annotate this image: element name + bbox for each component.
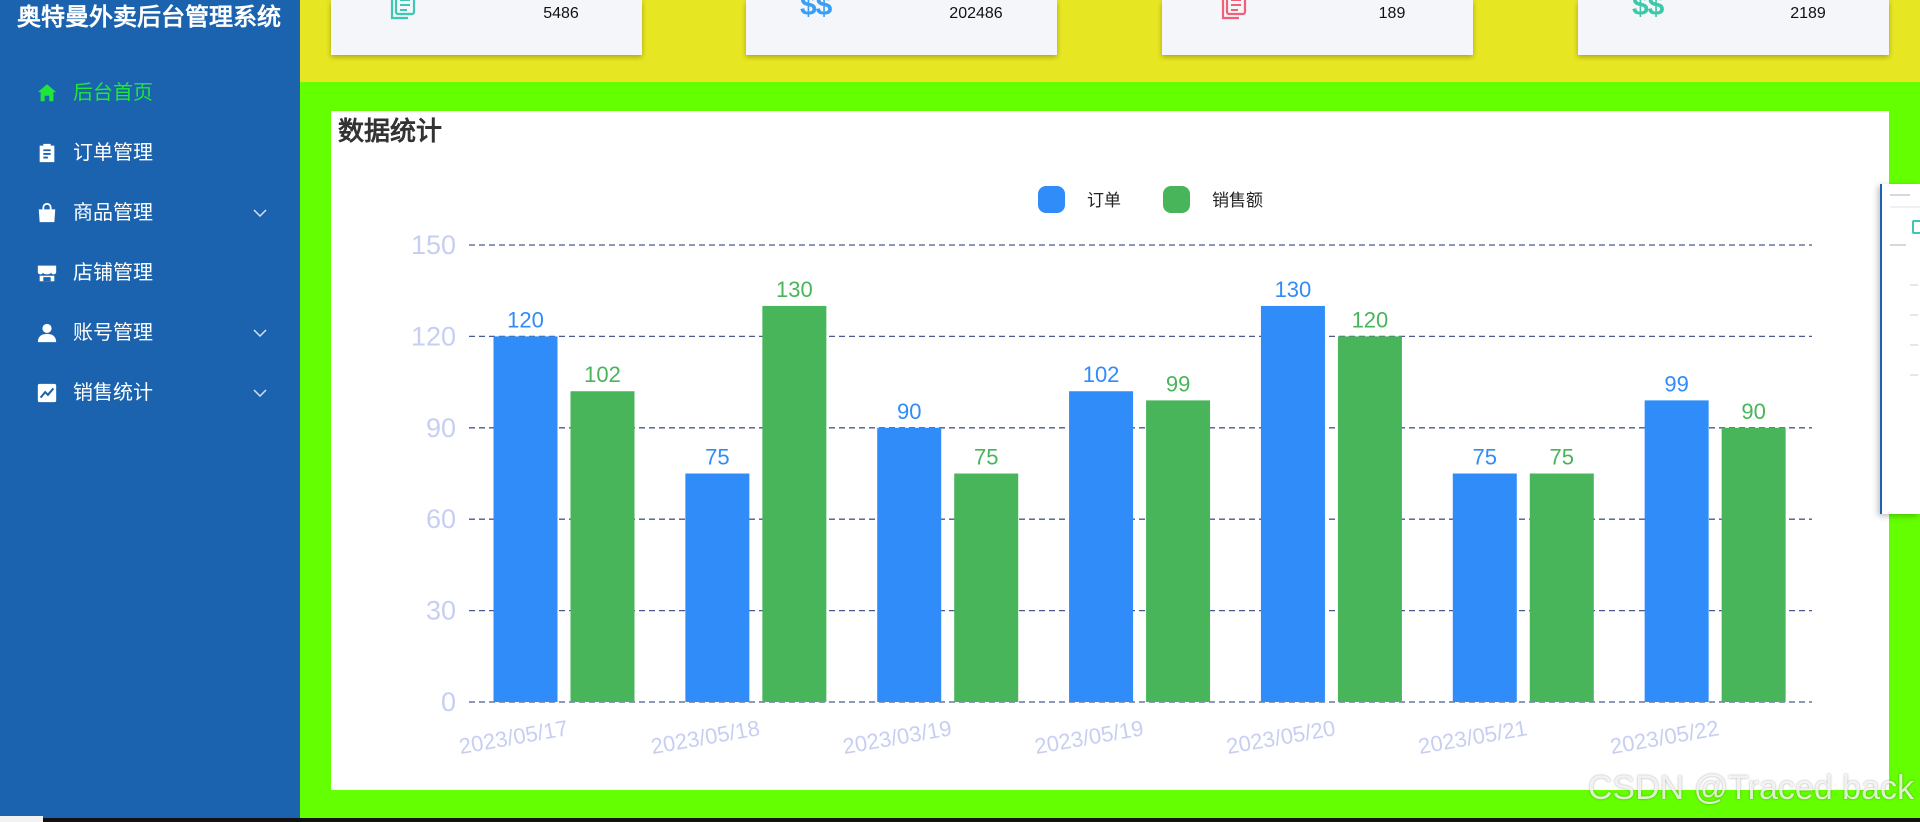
y-tick-label: 150 bbox=[411, 230, 456, 260]
taskbar-corner bbox=[0, 816, 43, 822]
bar bbox=[685, 473, 750, 702]
y-tick-label: 30 bbox=[426, 596, 456, 626]
sidebar-item-label: 商品管理 bbox=[73, 202, 153, 224]
document-icon bbox=[1218, 0, 1250, 22]
sidebar-item-stores[interactable]: 店铺管理 bbox=[0, 243, 300, 303]
y-tick-label: 60 bbox=[426, 504, 456, 534]
data-label: 120 bbox=[1352, 307, 1389, 332]
y-tick-label: 90 bbox=[426, 413, 456, 443]
sidebar: 奥特曼外卖后台管理系统 后台首页 订单管理 商品管理 店铺管理 账号管理 bbox=[0, 0, 300, 818]
data-label: 75 bbox=[705, 445, 729, 470]
preview-line bbox=[1890, 244, 1906, 246]
preview-line bbox=[1890, 206, 1920, 208]
preview-line bbox=[1910, 344, 1918, 346]
stat-card-sales: $$ 202486 bbox=[746, 0, 1057, 55]
shopping-bag-icon bbox=[36, 202, 58, 224]
stats-band: 5486 $$ 202486 189 $$ 2189 bbox=[300, 0, 1920, 82]
x-tick-label: 2023/05/19 bbox=[1033, 715, 1146, 759]
dollar-icon: $$ bbox=[800, 0, 832, 22]
document-icon bbox=[1912, 220, 1920, 234]
bar bbox=[1721, 427, 1786, 702]
bar bbox=[1644, 400, 1709, 702]
dollar-icon: $$ bbox=[1632, 0, 1664, 22]
bar bbox=[954, 473, 1019, 702]
bar bbox=[1260, 305, 1325, 702]
bar bbox=[877, 427, 942, 702]
sidebar-item-orders[interactable]: 订单管理 bbox=[0, 123, 300, 183]
line-chart-icon bbox=[36, 382, 58, 404]
legend-swatch bbox=[1038, 186, 1065, 213]
user-icon bbox=[36, 322, 58, 344]
bar bbox=[1452, 473, 1517, 702]
watermark: CSDN @Traced back bbox=[1587, 769, 1914, 807]
data-label: 75 bbox=[1550, 445, 1574, 470]
stat-value: 2189 bbox=[1790, 5, 1826, 22]
chevron-down-icon[interactable] bbox=[253, 329, 267, 337]
y-tick-label: 120 bbox=[411, 321, 456, 351]
panel-title: 数据统计 bbox=[338, 116, 443, 146]
y-tick-label: 0 bbox=[441, 687, 456, 717]
bottom-bar bbox=[43, 818, 1920, 822]
data-label: 90 bbox=[897, 399, 921, 424]
stat-value: 202486 bbox=[949, 5, 1003, 22]
sidebar-item-label: 后台首页 bbox=[73, 82, 153, 104]
app-title: 奥特曼外卖后台管理系统 bbox=[17, 4, 281, 31]
stat-value: 189 bbox=[1378, 5, 1406, 22]
legend-swatch bbox=[1163, 186, 1190, 213]
home-icon bbox=[36, 82, 58, 104]
statistics-panel: 数据统计 0 30 60 90 120 150 120 75 90 102 130 75 99 102 13… bbox=[331, 111, 1889, 790]
data-label: 102 bbox=[1083, 362, 1120, 387]
store-icon bbox=[36, 262, 58, 284]
bar bbox=[570, 391, 635, 702]
sidebar-item-label: 账号管理 bbox=[73, 322, 153, 344]
data-label: 75 bbox=[974, 445, 998, 470]
bar bbox=[762, 305, 827, 702]
data-label: 90 bbox=[1741, 399, 1765, 424]
bar bbox=[1069, 391, 1134, 702]
sidebar-item-label: 店铺管理 bbox=[73, 262, 153, 284]
data-label: 120 bbox=[507, 307, 544, 332]
preview-line bbox=[1910, 314, 1918, 316]
bar bbox=[1529, 473, 1594, 702]
data-label: 99 bbox=[1664, 371, 1688, 396]
bar bbox=[493, 336, 558, 702]
data-label: 130 bbox=[776, 277, 813, 302]
x-tick-label: 2023/05/18 bbox=[649, 715, 762, 759]
legend-label: 销售额 bbox=[1212, 191, 1263, 210]
data-label: 75 bbox=[1473, 445, 1497, 470]
sidebar-item-products[interactable]: 商品管理 bbox=[0, 183, 300, 243]
sidebar-item-accounts[interactable]: 账号管理 bbox=[0, 303, 300, 363]
stat-card-orders: 5486 bbox=[331, 0, 642, 55]
preview-line bbox=[1910, 374, 1918, 376]
preview-thumbnail[interactable] bbox=[1880, 184, 1920, 514]
chevron-down-icon[interactable] bbox=[253, 389, 267, 397]
stat-card-today-orders: 189 bbox=[1162, 0, 1473, 55]
x-tick-label: 2023/03/19 bbox=[841, 715, 954, 759]
data-label: 102 bbox=[584, 362, 621, 387]
x-tick-label: 2023/05/17 bbox=[457, 715, 570, 759]
sidebar-item-home[interactable]: 后台首页 bbox=[0, 63, 300, 123]
sidebar-item-label: 销售统计 bbox=[73, 382, 153, 404]
x-tick-label: 2023/05/21 bbox=[1416, 715, 1529, 759]
bar bbox=[1337, 336, 1402, 702]
legend-label: 订单 bbox=[1087, 191, 1121, 210]
stat-value: 5486 bbox=[543, 5, 579, 22]
data-label: 130 bbox=[1275, 277, 1312, 302]
x-tick-label: 2023/05/20 bbox=[1224, 715, 1337, 759]
sidebar-item-label: 订单管理 bbox=[73, 142, 153, 164]
sidebar-item-sales-stats[interactable]: 销售统计 bbox=[0, 363, 300, 423]
data-label: 99 bbox=[1166, 371, 1190, 396]
document-icon bbox=[387, 0, 419, 22]
clipboard-icon bbox=[36, 142, 58, 164]
bar-chart: 0 30 60 90 120 150 120 75 90 102 130 75 99 102 130 75 99… bbox=[411, 186, 1812, 759]
stat-card-today-sales: $$ 2189 bbox=[1578, 0, 1889, 55]
preview-line bbox=[1890, 194, 1910, 196]
chevron-down-icon[interactable] bbox=[253, 209, 267, 217]
preview-line bbox=[1910, 284, 1918, 286]
bar bbox=[1146, 400, 1211, 702]
x-tick-label: 2023/05/22 bbox=[1608, 715, 1721, 759]
